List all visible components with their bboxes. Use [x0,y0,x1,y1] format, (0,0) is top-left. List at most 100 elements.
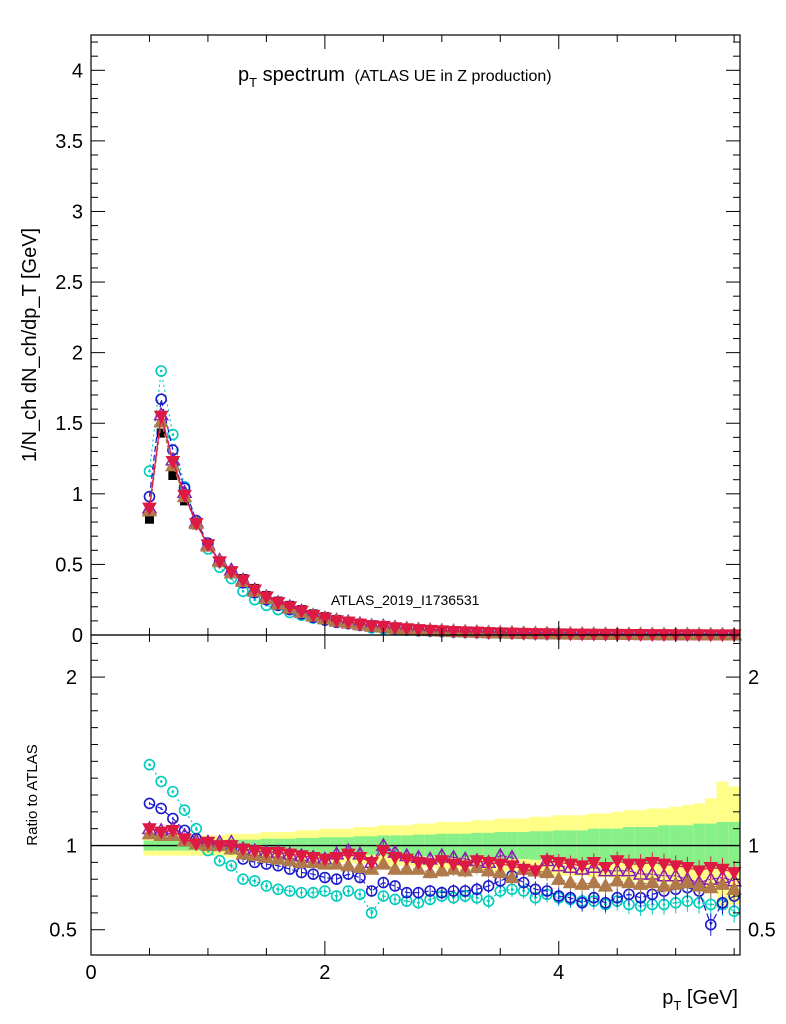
ratio-point [248,875,261,887]
ratio-point [282,848,298,862]
ratio-point-dot [510,888,514,891]
ratio-point [436,886,448,899]
ratio-point [178,804,191,816]
ratio-point [492,864,509,879]
ratio-point-dot [498,889,502,893]
ratio-point [611,891,624,904]
ratio-point [552,890,565,902]
ratio-point-dot [405,899,409,903]
data-point [504,627,520,641]
data-point [481,627,496,640]
ratio-point-dot [300,891,303,894]
ratio-point [305,851,321,865]
x-tick-label: 0 [85,962,96,984]
ratio-y-tick-label: 2 [66,667,77,689]
data-point [457,626,473,640]
data-point [188,518,204,531]
ratio-point [330,890,343,902]
ratio-point [143,758,156,771]
data-point [167,444,179,456]
data-point [165,455,181,469]
ratio-point [457,860,473,874]
ratio-point [574,876,590,890]
ratio-point [389,893,401,906]
ratio-point [621,858,637,872]
ratio-point [586,856,602,870]
ratio-point-dot [218,859,221,862]
ratio-point [259,846,274,860]
y-tick-label: 1.5 [55,413,83,435]
ratio-point [177,833,192,847]
x-axis-label-main: p [662,987,673,1009]
data-point [167,428,179,441]
ratio-point [375,845,391,859]
ratio-point [365,907,378,919]
ratio-point [434,855,450,869]
ratio-point [237,873,249,886]
ratio-point-dot [522,889,525,893]
ratio-point [599,896,612,909]
data-point [142,502,157,516]
ratio-point [726,867,742,880]
ratio-series-mc-5 [142,823,742,884]
ratio-y-axis-label: Ratio to ATLAS [24,744,41,845]
ratio-point [656,858,672,872]
ratio-point [411,856,426,870]
ratio-point [354,888,366,901]
ratio-point [504,860,520,874]
ratio-point-dot [650,903,654,906]
ratio-point [564,891,577,904]
ratio-point [213,854,226,867]
data-point [469,626,485,640]
ratio-point [375,856,392,870]
ratio-point [399,853,415,867]
ratio-point [223,840,239,854]
ratio-point [412,886,425,899]
ratio-point [319,885,331,897]
x-axis-label-sub: T [673,998,681,1013]
ratio-point [704,918,717,931]
ratio-point [329,851,344,865]
data-point [527,628,543,641]
ratio-point [447,885,460,897]
ratio-point-dot [253,879,257,883]
x-axis-label-rest: [GeV] [681,987,738,1009]
data-point-dot [148,469,151,473]
ratio-point [143,797,156,810]
ratio-point [691,865,707,879]
ratio-point [539,864,555,879]
data-point [329,615,344,629]
ratio-point-dot [311,891,315,894]
ratio-point [398,861,415,875]
data-point [294,605,309,619]
ratio-point [550,871,567,885]
ratio-point [389,880,401,892]
ratio-point [541,885,553,897]
chart-title-note: (ATLAS UE in Z production) [354,68,551,85]
data-point [399,623,415,637]
data-point [177,489,192,503]
chart-title-main: p [238,64,249,86]
data-point-dot [171,433,175,436]
top-y-axis-label: 1/N_ch dN_ch/dp_T [GeV] [19,228,41,462]
ratio-point-dot [265,884,268,888]
y-tick-label: 3 [72,201,83,223]
ratio-point [481,856,496,870]
ratio-point-dot [417,901,420,905]
ratio-point-dot [487,899,490,903]
ratio-point [576,896,588,909]
ratio-point [260,880,273,892]
ratio-point-dot [475,896,479,900]
ratio-point [716,896,729,909]
ratio-point [212,840,227,854]
ratio-point [422,864,438,879]
ratio-point-dot [428,898,432,901]
data-point-dot [241,589,245,593]
y-tick-label: 3.5 [55,131,83,153]
ratio-point [574,860,590,874]
data-point [446,625,461,639]
ratio-y-tick-label-right: 1 [748,836,759,858]
data-point-dot [159,369,163,373]
ratio-point [621,874,637,889]
ratio-y-tick-label: 1 [66,836,77,858]
